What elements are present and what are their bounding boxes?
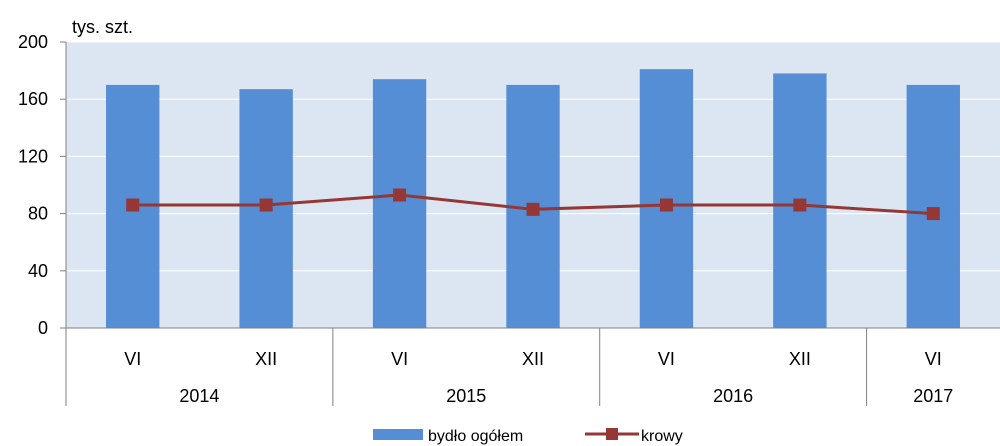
line-marker [926, 207, 940, 221]
y-tick-label: 120 [18, 146, 48, 166]
line-marker [659, 198, 673, 212]
y-tick-label: 80 [28, 204, 48, 224]
legend-bar-swatch [373, 429, 423, 440]
x-category-label: XII [789, 349, 811, 369]
plot-area: 0 40 80 120 160 200 VI XII VI XII VI XII VI 2014 2015 2… [18, 32, 1000, 406]
line-marker [793, 198, 807, 212]
x-category-label: VI [391, 349, 408, 369]
x-group-label: 2016 [713, 386, 753, 406]
y-tick-label: 200 [18, 32, 48, 52]
unit-label: tys. szt. [72, 17, 133, 37]
y-tick-label: 40 [28, 261, 48, 281]
line-marker [259, 198, 273, 212]
x-category-label: VI [124, 349, 141, 369]
bar [372, 79, 427, 329]
line-marker [126, 198, 140, 212]
x-category-label: VI [925, 349, 942, 369]
line-marker [393, 188, 407, 202]
legend-label: krowy [641, 428, 683, 445]
legend-label: bydło ogółem [428, 428, 523, 445]
bar [906, 84, 960, 329]
legend-line-marker [606, 428, 618, 440]
y-tick-label: 160 [18, 89, 48, 109]
x-group-label: 2014 [179, 386, 219, 406]
x-category-label: VI [658, 349, 675, 369]
y-tick-label: 0 [38, 318, 48, 338]
line-marker [526, 202, 540, 216]
x-category-label: XII [522, 349, 544, 369]
legend: bydło ogółem krowy [373, 428, 683, 445]
x-category-label: XII [255, 349, 277, 369]
x-group-label: 2017 [913, 386, 953, 406]
x-group-label: 2015 [446, 386, 486, 406]
